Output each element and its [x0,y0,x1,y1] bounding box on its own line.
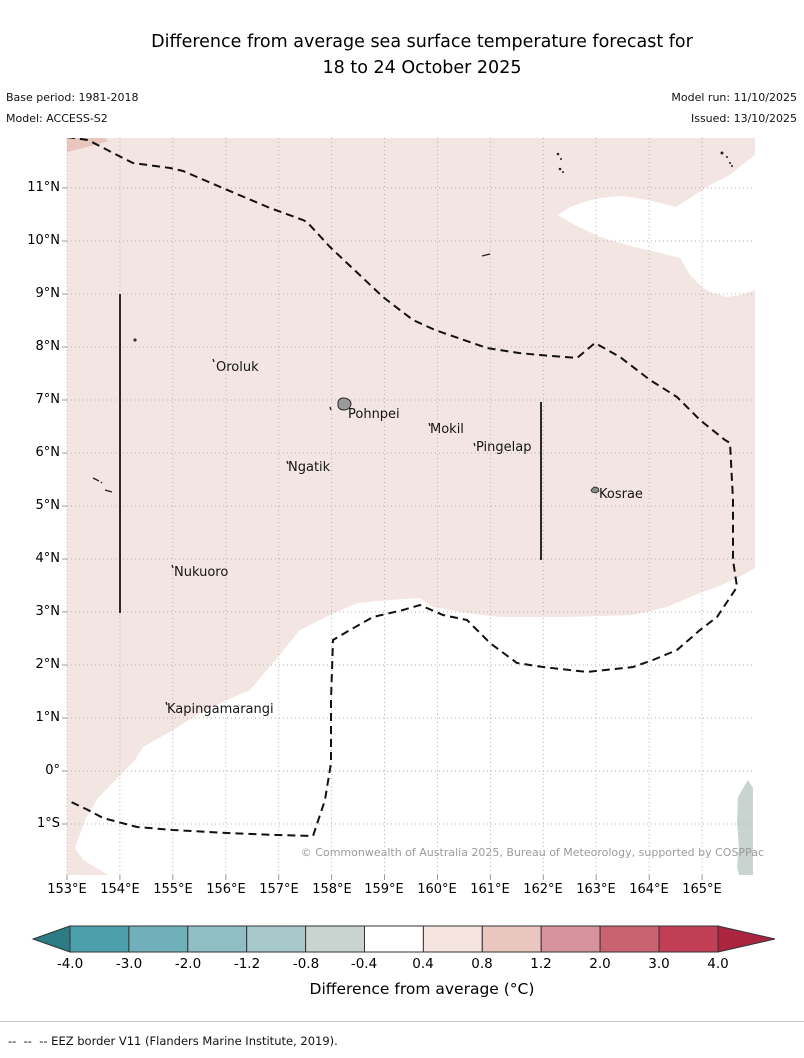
lat-label-7n: 7°N [35,392,61,407]
kosrae-island [590,486,600,494]
lon-label-156e: 156°E [206,882,246,897]
lat-label-2n: 2°N [35,657,61,672]
small-island-dot [133,338,137,342]
small-dash-fragment [481,253,491,257]
colorbar-segment [422,925,483,953]
page-title: Difference from average sea surface temp… [20,29,804,81]
cb-tick-n20: -2.0 [174,956,202,972]
eez-border-dashed [66,136,739,838]
colorbar-segment [128,925,189,953]
neutral-region-northeast [558,155,755,297]
lat-label-8n: 8°N [35,339,61,354]
lon-label-162e: 162°E [523,882,563,897]
lon-label-155e: 155°E [153,882,193,897]
colorbar-segment [658,925,719,953]
colorbar-segment [69,925,130,953]
lon-label-153e: 153°E [47,882,87,897]
map-canvas [62,136,755,880]
cb-tick-p40: 4.0 [707,956,729,972]
axis-ticks [62,187,703,880]
lat-label-4n: 4°N [35,551,61,566]
model-text: Model: ACCESS-S2 [6,112,108,125]
sst-anomaly-map [61,136,761,882]
title-line-1: Difference from average sea surface temp… [151,32,693,52]
atoll-marks [165,358,476,706]
small-reef-dashes-west [92,477,113,493]
lon-label-159e: 159°E [364,882,404,897]
colorbar [25,923,781,955]
pohnpei-island [337,397,352,411]
lon-label-160e: 160°E [417,882,457,897]
lon-label-165e: 165°E [682,882,722,897]
lon-label-157e: 157°E [259,882,299,897]
cb-tick-n04: -0.4 [350,956,378,972]
colorbar-segment [540,925,601,953]
footer-divider [0,1021,804,1022]
colorbar-segment [599,925,660,953]
small-island-specks-northeast [556,151,733,173]
colorbar-right-arrow [717,925,776,953]
colorbar-segment [187,925,248,953]
cb-tick-n12: -1.2 [233,956,261,972]
colorbar-segment [246,925,307,953]
cb-tick-n40: -4.0 [56,956,84,972]
colorbar-axis-label: Difference from average (°C) [309,980,535,998]
lat-label-1s: 1°S [36,816,60,831]
warmer-anomaly-patch-northwest [67,138,108,152]
colorbar-left-arrow [31,925,71,953]
lon-label-164e: 164°E [629,882,669,897]
colorbar-canvas [31,925,776,953]
cb-tick-p12: 1.2 [530,956,552,972]
lon-label-163e: 163°E [576,882,616,897]
model-run-text: Model run: 11/10/2025 [671,91,797,104]
base-period-text: Base period: 1981-2018 [6,91,139,104]
lat-label-0: 0° [45,763,60,778]
lon-label-161e: 161°E [470,882,510,897]
lat-label-3n: 3°N [35,604,61,619]
lon-label-158e: 158°E [312,882,352,897]
cb-tick-p30: 3.0 [648,956,670,972]
title-line-2: 18 to 24 October 2025 [322,58,522,78]
lat-label-5n: 5°N [35,498,61,513]
lat-label-1n: 1°N [35,710,61,725]
cb-tick-p20: 2.0 [589,956,611,972]
cb-tick-p08: 0.8 [471,956,493,972]
cb-tick-p04: 0.4 [412,956,434,972]
lon-label-154e: 154°E [100,882,140,897]
colorbar-segment [305,925,366,953]
cool-anomaly-patch-southeast [737,780,753,875]
cb-tick-n08: -0.8 [292,956,320,972]
colorbar-segment [481,925,542,953]
cb-tick-n30: -3.0 [115,956,143,972]
colorbar-segment [364,925,424,953]
neutral-region-south [75,568,755,875]
eez-border-note: -- -- -- EEZ border V11 (Flanders Marine… [8,1034,338,1048]
issued-text: Issued: 13/10/2025 [690,112,797,125]
lat-label-9n: 9°N [35,286,61,301]
lat-label-6n: 6°N [35,445,61,460]
lat-label-11n: 11°N [27,180,60,195]
lat-label-10n: 10°N [27,233,60,248]
